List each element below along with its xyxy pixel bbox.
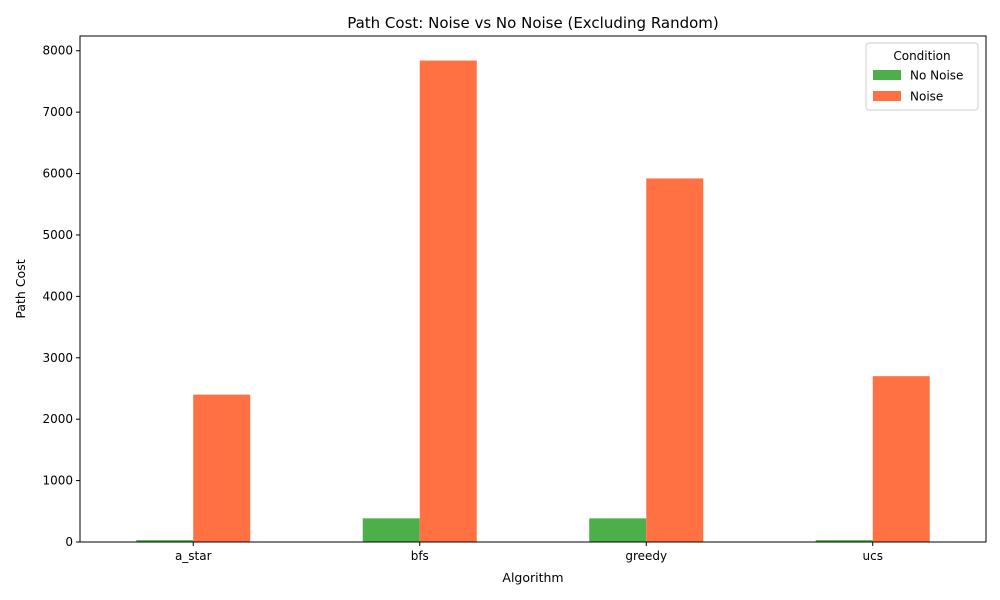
legend-swatch-noise <box>873 91 901 101</box>
legend-title: Condition <box>893 49 950 63</box>
bar-noise-greedy <box>646 178 704 543</box>
y-tick-label: 8000 <box>42 44 73 58</box>
bar-noise-a_star <box>193 394 251 542</box>
bar-noise-bfs <box>419 60 477 542</box>
y-tick-label: 3000 <box>42 351 73 365</box>
y-tick-label: 2000 <box>42 412 73 426</box>
plot-area: 0 1000 2000 3000 4000 5000 6000 7000 8000 a_star b… <box>42 35 987 563</box>
legend-label: No Noise <box>910 69 963 83</box>
chart-title: Path Cost: Noise vs No Noise (Excluding … <box>347 14 719 32</box>
axes-frame <box>79 35 987 543</box>
bar-no-noise-greedy <box>589 518 647 542</box>
x-axis-label: Algorithm <box>502 570 563 585</box>
y-tick-label: 7000 <box>42 105 73 119</box>
x-tick-label: ucs <box>863 549 883 563</box>
y-tick-label: 0 <box>65 535 73 549</box>
bar-no-noise-a_star <box>136 540 194 542</box>
bar-noise-ucs <box>872 376 930 542</box>
x-tick-label: greedy <box>625 549 667 563</box>
bar-no-noise-ucs <box>815 540 873 542</box>
y-axis-label: Path Cost <box>13 259 28 318</box>
y-tick-label: 5000 <box>42 228 73 242</box>
x-tick-label: a_star <box>175 549 212 563</box>
bar-no-noise-bfs <box>362 518 420 542</box>
x-tick-label: bfs <box>411 549 429 563</box>
legend: Condition No Noise Noise <box>865 42 979 111</box>
y-tick-label: 1000 <box>42 474 73 488</box>
legend-label: Noise <box>910 90 943 104</box>
legend-swatch-no-noise <box>873 70 901 80</box>
y-tick-label: 4000 <box>42 289 73 303</box>
y-tick-label: 6000 <box>42 167 73 181</box>
